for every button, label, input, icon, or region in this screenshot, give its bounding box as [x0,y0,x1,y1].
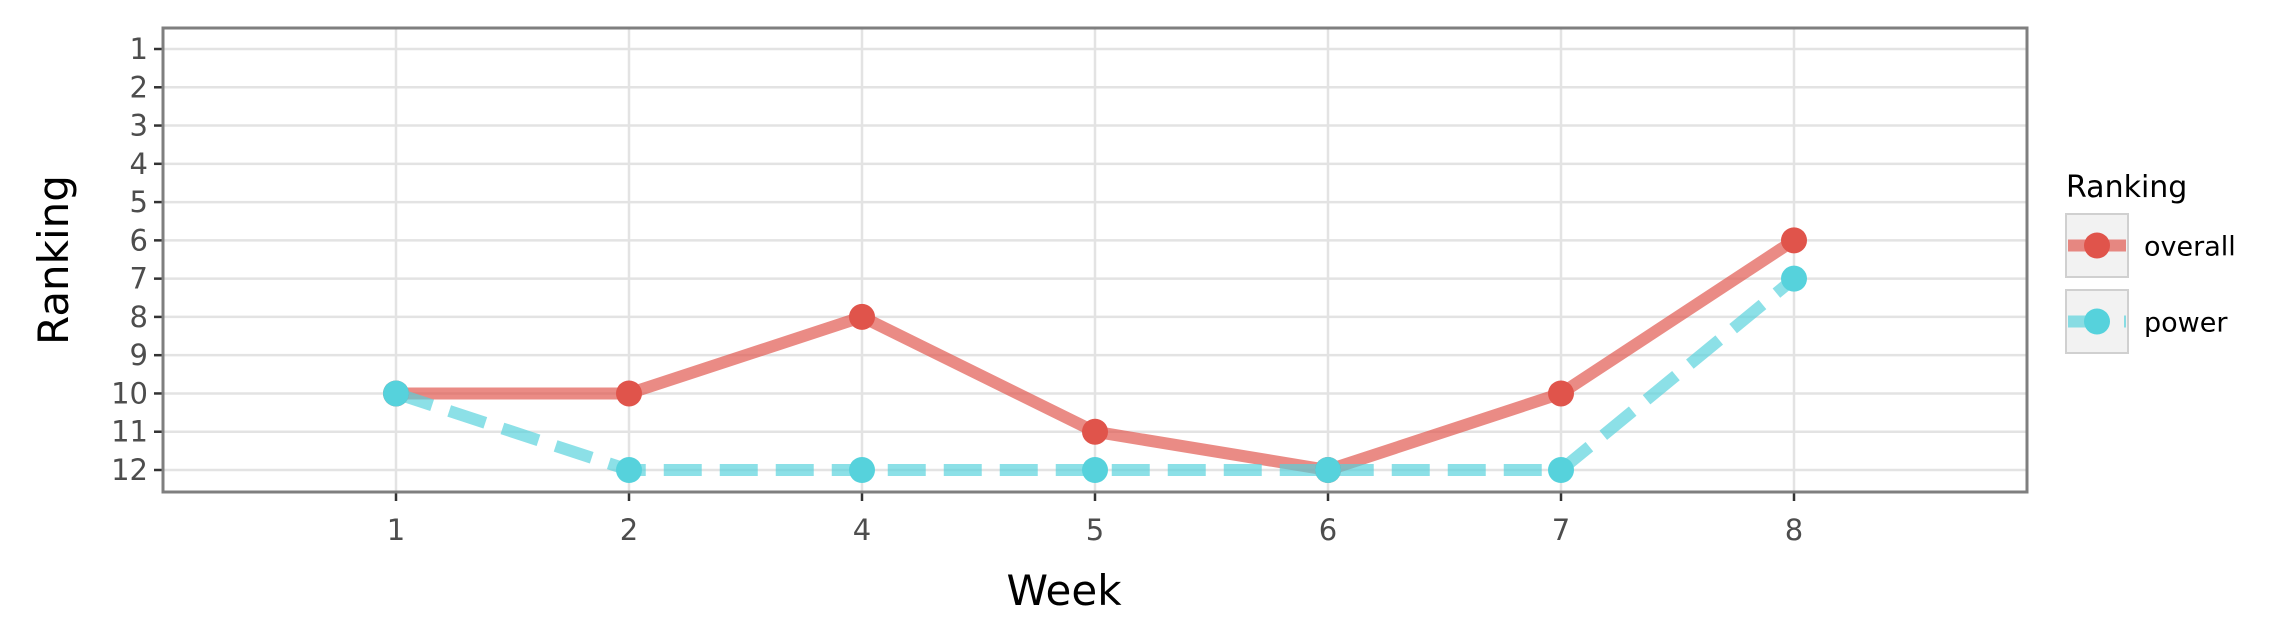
legend-marker-overall [2084,232,2110,259]
y-tick-label: 10 [111,376,148,410]
y-tick-label: 6 [130,223,148,257]
y-tick-label: 12 [111,453,148,487]
x-tick-label: 7 [1552,513,1570,547]
y-tick-label: 3 [130,109,148,143]
y-tick-label: 2 [130,70,148,104]
legend-label-power: power [2144,308,2228,339]
y-tick-label: 7 [130,262,148,296]
legend-marker-power [2084,308,2110,335]
x-tick-label: 1 [387,513,405,547]
series-points [383,227,1807,483]
x-tick-label: 2 [620,513,638,547]
y-tick-label: 4 [130,147,148,181]
y-axis-title: Ranking [29,175,78,345]
legend-items: overall power [2065,213,2236,354]
data-point-power [1781,265,1807,292]
x-tick-label: 4 [853,513,871,547]
data-point-power [849,457,875,483]
data-point-overall [616,380,642,407]
x-tick-label: 6 [1319,513,1337,547]
data-point-overall [1548,380,1574,407]
y-tick-label: 9 [130,338,148,372]
data-point-power [1315,457,1341,483]
data-point-power [616,457,642,483]
plot-border [161,26,2029,494]
legend: Ranking overall power [2065,170,2236,354]
data-point-overall [1781,227,1807,254]
legend-title: Ranking [2066,170,2187,205]
x-axis-title: Week [1006,566,1122,615]
data-point-overall [1082,418,1108,445]
y-tick-label: 8 [130,300,148,334]
y-tick-label: 11 [111,415,148,449]
y-tick-label: 1 [130,32,148,66]
y-tick-label: 5 [130,185,148,219]
data-point-power [1548,457,1574,483]
data-point-power [383,380,409,407]
legend-label-overall: overall [2144,232,2236,263]
data-point-power [1082,457,1108,483]
x-tick-label: 8 [1785,513,1803,547]
x-tick-label: 5 [1086,513,1104,547]
data-point-overall [849,303,875,330]
